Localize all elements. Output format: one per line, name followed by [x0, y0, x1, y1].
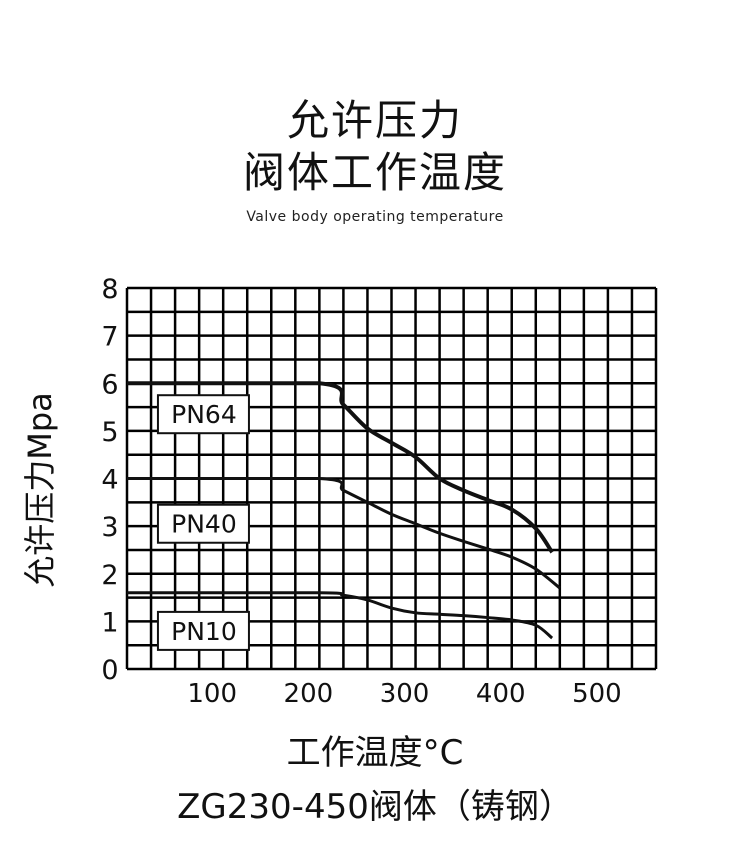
chart-title-line1: 允许压力 [286, 96, 463, 145]
y-axis-label: 允许压力Mpa [21, 392, 59, 588]
x-tick-label: 500 [572, 679, 622, 709]
x-tick-label: 200 [284, 679, 334, 709]
curve-pn10 [127, 591, 554, 640]
y-tick-label: 5 [101, 417, 118, 448]
x-tick-label: 400 [476, 679, 526, 709]
y-tick-label: 0 [101, 655, 118, 686]
y-tick-label: 2 [101, 560, 118, 591]
material-caption: ZG230-450阀体（铸钢） [177, 787, 573, 827]
svg-text:PN64: PN64 [171, 400, 237, 429]
y-tick-label: 3 [101, 512, 118, 543]
y-axis-ticks: 0 1 2 3 4 5 6 7 8 [101, 274, 118, 686]
series-label-pn40: PN40 [156, 503, 250, 544]
x-axis-label: 工作温度°C [286, 733, 464, 773]
x-axis-ticks: 100 200 300 400 500 [187, 679, 621, 709]
series-labels: PN64 PN40 PN10 [156, 394, 250, 651]
y-tick-label: 7 [101, 322, 118, 353]
y-tick-label: 1 [101, 607, 118, 638]
curve-pn64 [127, 381, 554, 554]
chart-curves [127, 381, 561, 640]
curve-pn40 [127, 477, 561, 590]
y-tick-label: 8 [101, 274, 118, 305]
chart-subtitle: Valve body operating temperature [246, 209, 504, 225]
x-tick-label: 300 [380, 679, 430, 709]
y-tick-label: 4 [101, 465, 118, 496]
y-tick-label: 6 [101, 369, 118, 400]
series-label-pn64: PN64 [156, 394, 250, 435]
x-tick-label: 100 [187, 679, 237, 709]
svg-text:PN10: PN10 [171, 617, 237, 646]
svg-text:PN40: PN40 [171, 510, 237, 539]
series-label-pn10: PN10 [156, 610, 250, 651]
chart-title-line2: 阀体工作温度 [242, 148, 507, 197]
